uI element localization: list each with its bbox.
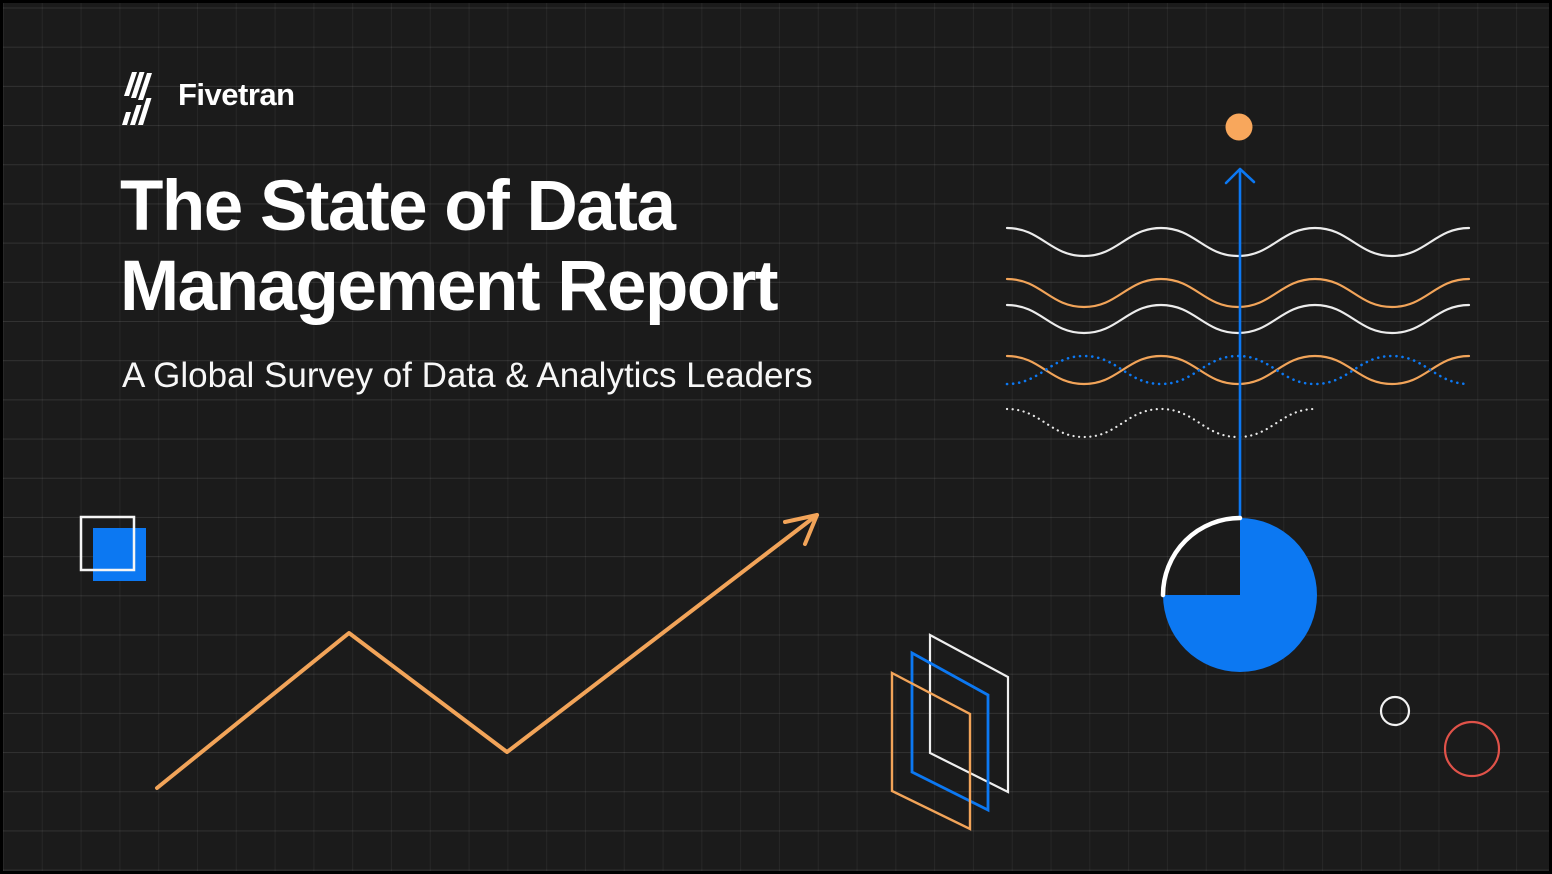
overlapping-squares-motif	[79, 515, 146, 581]
wave-line-orange-2	[1005, 354, 1471, 386]
pie-blue-sector	[1163, 518, 1317, 672]
up-arrow-icon	[1224, 167, 1256, 519]
wave-line-white-2	[1005, 303, 1471, 335]
large-circle-outline	[1443, 720, 1501, 778]
blue-square	[93, 528, 146, 581]
wave-line-white-1	[1005, 226, 1471, 258]
wave-line-blue-dotted	[1005, 354, 1471, 386]
brand-header: Fivetran	[118, 63, 295, 127]
title-line-2: Management Report	[120, 247, 778, 326]
report-subtitle: A Global Survey of Data & Analytics Lead…	[122, 356, 813, 395]
zigzag-line	[155, 513, 819, 790]
cover-slide: Fivetran The State of Data Management Rep…	[3, 3, 1549, 871]
layered-parallelograms-motif	[890, 633, 1010, 831]
hero-section: The State of Data Management Report A Glo…	[120, 167, 813, 398]
parallelogram-white	[928, 633, 1010, 794]
decorative-graphics	[79, 113, 1501, 831]
brand-name: Fivetran	[178, 77, 295, 112]
fivetran-logo-icon	[122, 72, 152, 125]
growth-zigzag-arrow-icon	[155, 513, 819, 790]
three-quarter-pie-icon	[1160, 515, 1317, 672]
pie-white-arc	[1160, 515, 1243, 598]
wave-line-white-dotted	[1005, 407, 1317, 439]
white-square-outline	[79, 515, 136, 572]
title-line-1: The State of Data	[120, 167, 676, 246]
small-circle-outline	[1379, 695, 1411, 727]
wavy-lines-motif	[1005, 226, 1471, 439]
orange-dot	[1225, 113, 1253, 141]
zigzag-arrowhead	[783, 513, 819, 546]
arrow-head	[1224, 167, 1256, 185]
report-title: The State of Data Management Report	[120, 167, 813, 327]
parallelogram-blue	[910, 650, 990, 813]
parallelogram-orange	[890, 671, 972, 831]
wave-line-orange-1	[1005, 277, 1471, 309]
